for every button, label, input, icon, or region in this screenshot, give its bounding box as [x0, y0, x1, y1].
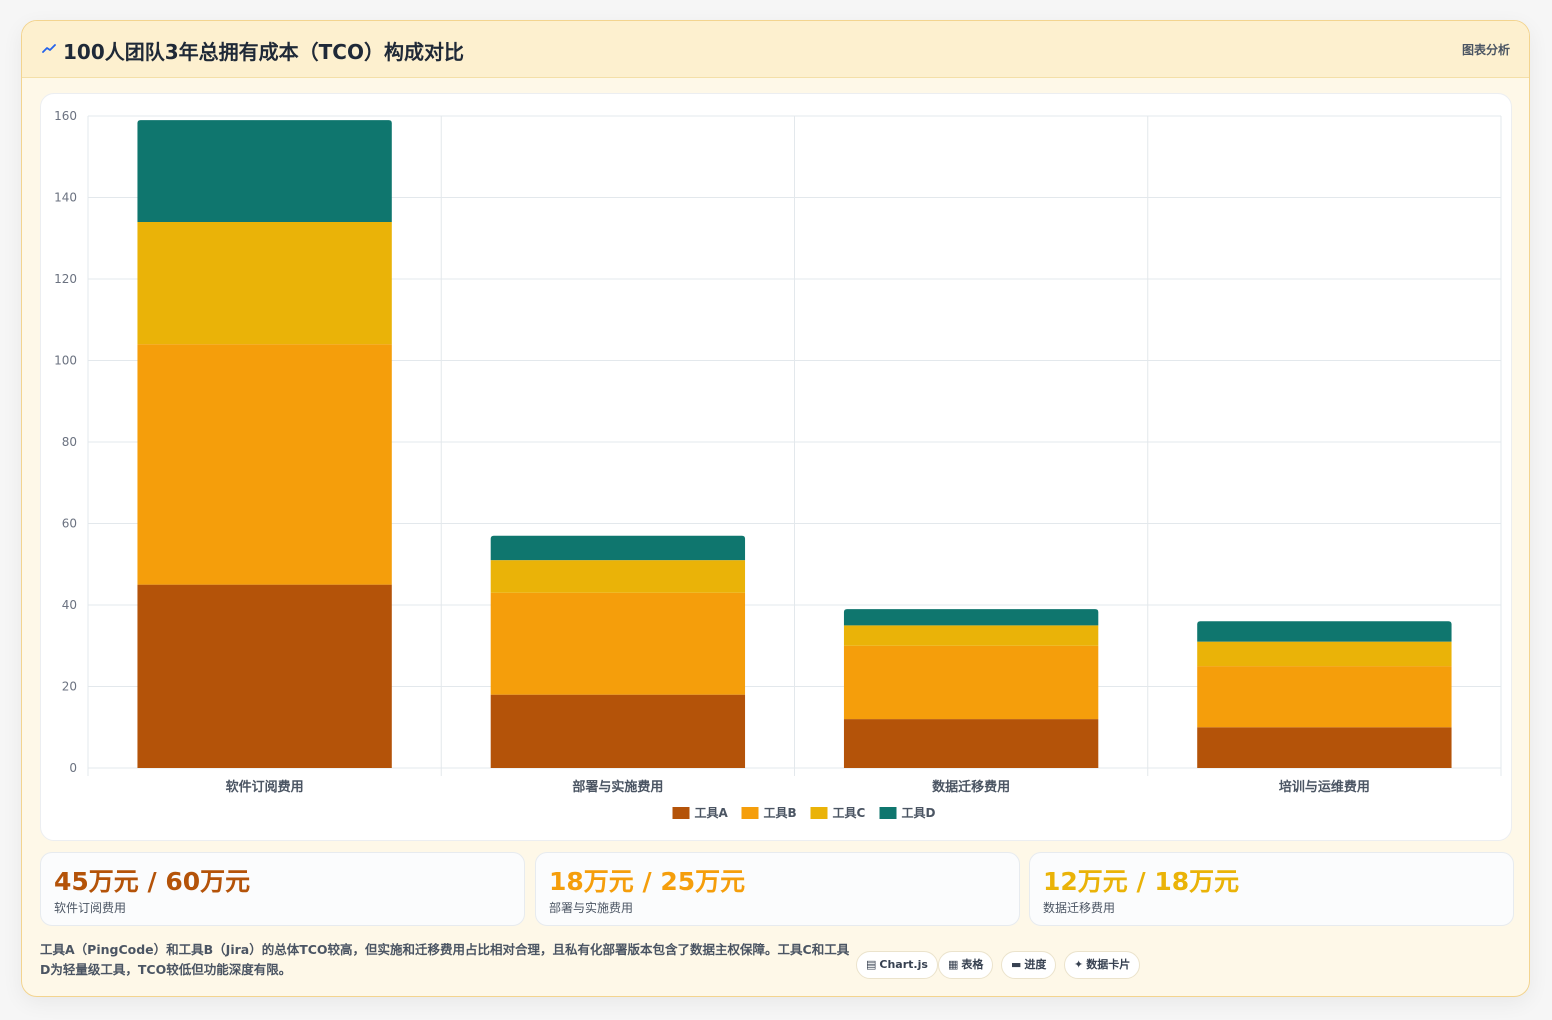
bar-segment	[1197, 727, 1452, 768]
chart-card: 100人团队3年总拥有成本（TCO）构成对比 图表分析 0 20 40 60 80 100…	[21, 20, 1530, 997]
y-tick-label: 60	[62, 517, 77, 531]
y-tick-label: 40	[62, 598, 77, 612]
legend-swatch	[810, 807, 828, 819]
bar-segment	[490, 592, 746, 695]
stat-label: 软件订阅费用	[54, 901, 127, 915]
progress-icon: ▬	[1011, 958, 1022, 971]
legend-swatch	[672, 807, 690, 819]
legend-label: 工具A	[695, 806, 729, 820]
y-tick-label: 20	[62, 680, 77, 694]
bar-segment	[843, 645, 1099, 720]
y-tick-label: 160	[54, 109, 77, 123]
chart-icon: ▤	[866, 958, 877, 971]
chip-label: 进度	[1024, 958, 1047, 971]
chip-label: Chart.js	[879, 958, 928, 971]
y-tick-label: 140	[54, 191, 77, 205]
bar-segment	[137, 221, 392, 345]
x-tick-label: 部署与实施费用	[572, 779, 663, 795]
chip-table[interactable]: ▦ 表格	[938, 951, 994, 979]
line-chart-icon	[42, 44, 56, 53]
bar-segment	[1197, 621, 1452, 642]
legend-swatch	[879, 807, 897, 819]
bar-segment	[137, 120, 392, 222]
chip-chartjs[interactable]: ▤ Chart.js	[856, 951, 938, 979]
stacked-bar-chart: 0 20 40 60 80 100 120 140 160 软件订阅费用 部署与实施费用 数据迁移费用…	[54, 109, 1502, 820]
bar-segment	[843, 609, 1099, 626]
bar-segment	[1197, 641, 1452, 667]
stat-label: 部署与实施费用	[549, 901, 634, 915]
bar-segment	[137, 584, 392, 768]
x-tick-label: 数据迁移费用	[932, 779, 1010, 795]
legend-swatch	[741, 807, 759, 819]
legend-label: 工具D	[902, 806, 936, 820]
bar-segment	[490, 535, 746, 561]
bar-segment	[843, 625, 1099, 646]
bar-segment	[137, 344, 392, 585]
y-tick-label: 0	[69, 761, 77, 775]
chip-progress[interactable]: ▬ 进度	[1001, 951, 1057, 979]
card-header: 100人团队3年总拥有成本（TCO）构成对比 图表分析	[22, 21, 1529, 78]
page-title: 100人团队3年总拥有成本（TCO）构成对比	[63, 40, 464, 64]
chart-panel: 0 20 40 60 80 100 120 140 160 软件订阅费用 部署与实施费用 数据迁移费用…	[40, 93, 1512, 841]
summary-text: 工具A（PingCode）和工具B（Jira）的总体TCO较高，但实施和迁移费用…	[40, 942, 850, 977]
bar-segment	[1197, 666, 1452, 728]
bar-segment	[490, 694, 746, 768]
sparkle-icon: ✦	[1074, 958, 1084, 971]
chart-analysis-tag: 图表分析	[1461, 43, 1510, 57]
x-tick-label: 培训与运维费用	[1279, 779, 1370, 795]
stat-card-software: 45万元 / 60万元 软件订阅费用	[40, 852, 525, 926]
y-tick-label: 120	[54, 272, 77, 286]
chip-label: 数据卡片	[1086, 958, 1131, 971]
table-icon: ▦	[948, 958, 959, 971]
stat-value: 18万元 / 25万元	[549, 867, 746, 896]
chip-label: 表格	[961, 958, 984, 971]
stat-card-migration: 12万元 / 18万元 数据迁移费用	[1029, 852, 1514, 926]
y-tick-label: 80	[62, 435, 77, 449]
stat-value: 12万元 / 18万元	[1043, 867, 1240, 896]
legend-label: 工具B	[764, 806, 797, 820]
stat-card-deployment: 18万元 / 25万元 部署与实施费用	[535, 852, 1020, 926]
chip-data-card[interactable]: ✦ 数据卡片	[1064, 951, 1141, 979]
bar-segment	[843, 719, 1099, 768]
y-tick-label: 100	[54, 354, 77, 368]
bar-segment	[490, 560, 746, 593]
stat-label: 数据迁移费用	[1043, 901, 1116, 915]
stat-value: 45万元 / 60万元	[54, 867, 251, 896]
legend-label: 工具C	[833, 806, 866, 820]
x-tick-label: 软件订阅费用	[226, 779, 304, 795]
